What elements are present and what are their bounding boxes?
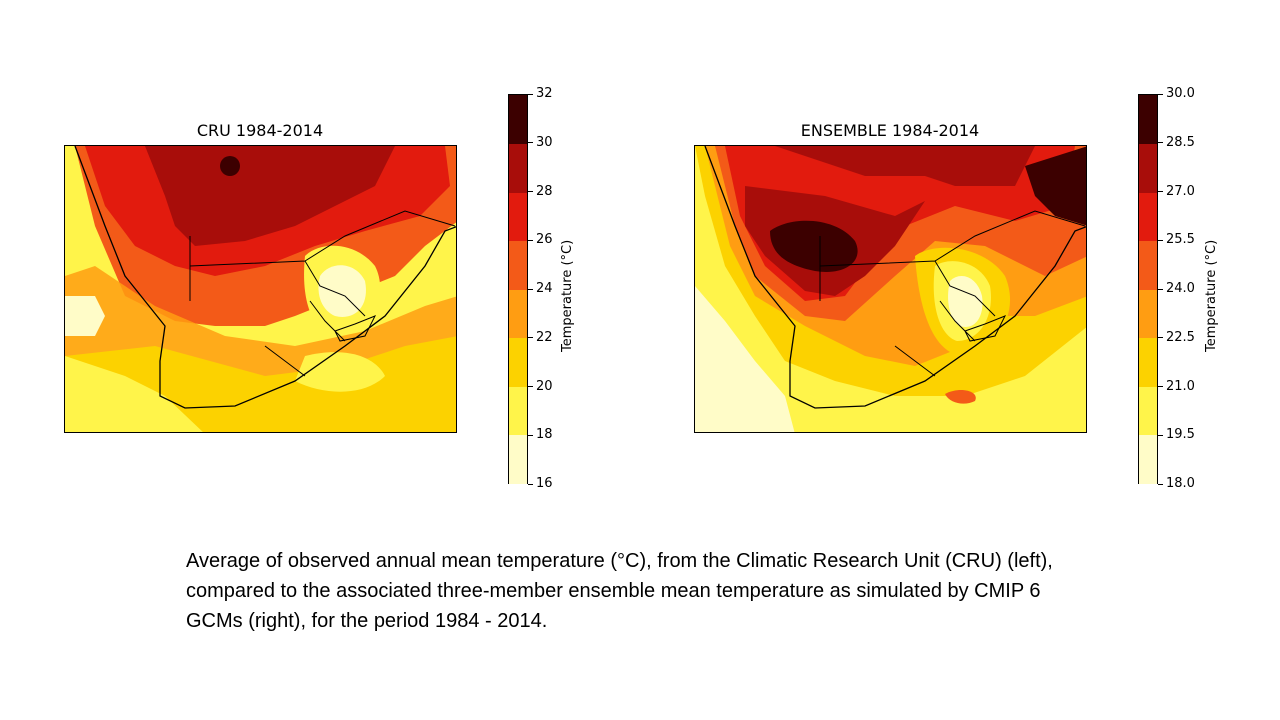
colorbar-tick-label: 24.0 <box>1166 281 1195 296</box>
colorbar-tick-label: 25.5 <box>1166 232 1195 248</box>
colorbar-segment <box>1139 240 1157 290</box>
colorbar-tick <box>1158 191 1163 192</box>
colorbar-segment <box>1139 289 1157 338</box>
colorbar-tick <box>1158 386 1163 387</box>
ensemble-map-title: ENSEMBLE 1984-2014 <box>800 121 980 140</box>
colorbar-tick <box>528 337 533 339</box>
colorbar-tick <box>528 191 533 192</box>
colorbar-tick-label: 26 <box>536 232 553 248</box>
colorbar-tick <box>528 239 533 241</box>
colorbar-segment <box>1139 434 1157 484</box>
ensemble-colorbar <box>1138 94 1158 484</box>
cru-colorbar-label: Temperature (°C) <box>560 239 575 352</box>
ensemble-temperature-map <box>694 145 1087 433</box>
colorbar-segment <box>1139 95 1157 144</box>
colorbar-tick-label: 20 <box>536 378 553 394</box>
colorbar-segment <box>509 192 527 241</box>
colorbar-tick <box>1158 142 1163 144</box>
cru-colorbar <box>508 94 528 484</box>
ensemble-colorbar-label: Temperature (°C) <box>1204 239 1219 352</box>
colorbar-segment <box>509 289 527 338</box>
colorbar-tick-label: 24 <box>536 281 553 296</box>
colorbar-tick-label: 28 <box>536 183 553 199</box>
colorbar-tick-label: 28.5 <box>1166 134 1195 150</box>
colorbar-segment <box>509 434 527 484</box>
colorbar-tick <box>1158 288 1163 290</box>
colorbar-tick-label: 30 <box>536 134 553 150</box>
colorbar-tick <box>528 288 533 290</box>
colorbar-segment <box>509 337 527 387</box>
colorbar-tick-label: 18 <box>536 427 553 443</box>
colorbar-tick-label: 32 <box>536 86 553 101</box>
colorbar-tick <box>528 483 533 485</box>
colorbar-segment <box>509 240 527 290</box>
cru-temperature-map <box>64 145 457 433</box>
colorbar-segment <box>1139 337 1157 387</box>
colorbar-tick-label: 18.0 <box>1166 476 1195 491</box>
colorbar-tick <box>1158 337 1163 339</box>
colorbar-tick-label: 27.0 <box>1166 183 1195 199</box>
colorbar-tick <box>528 386 533 387</box>
colorbar-tick <box>1158 239 1163 241</box>
colorbar-segment <box>509 143 527 193</box>
colorbar-tick <box>1158 93 1163 95</box>
colorbar-segment <box>509 386 527 435</box>
cru-map-title: CRU 1984-2014 <box>196 121 324 140</box>
colorbar-tick-label: 22 <box>536 329 553 345</box>
colorbar-tick-label: 16 <box>536 476 553 491</box>
colorbar-tick-label: 21.0 <box>1166 378 1195 394</box>
colorbar-tick <box>1158 483 1163 485</box>
colorbar-segment <box>509 95 527 144</box>
colorbar-tick <box>528 142 533 144</box>
colorbar-tick-label: 30.0 <box>1166 86 1195 101</box>
figure-caption: Average of observed annual mean temperat… <box>186 550 1053 632</box>
colorbar-tick-label: 19.5 <box>1166 427 1195 443</box>
colorbar-segment <box>1139 192 1157 241</box>
colorbar-segment <box>1139 386 1157 435</box>
colorbar-segment <box>1139 143 1157 193</box>
colorbar-tick <box>528 93 533 95</box>
colorbar-tick <box>1158 434 1163 436</box>
colorbar-tick <box>528 434 533 436</box>
colorbar-tick-label: 22.5 <box>1166 329 1195 345</box>
